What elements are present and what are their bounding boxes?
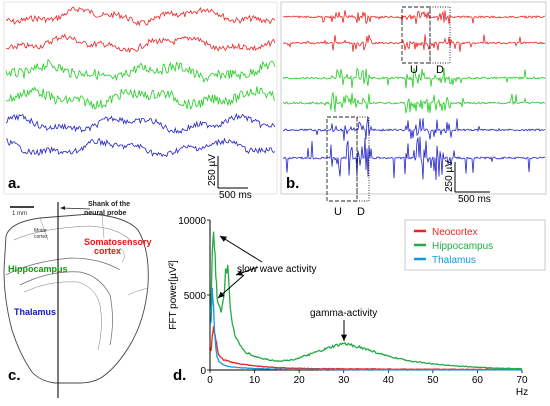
slow-wave-annotation: slow wave activity	[237, 264, 316, 275]
panel-b-down-box-top	[429, 6, 451, 64]
hippocampus-label: Hippocampus	[8, 264, 68, 274]
motor-cortex-border	[39, 217, 49, 241]
x-tick-label: 60	[472, 375, 484, 386]
panel-b-amp-scale-label: 250 µV	[444, 160, 455, 192]
somatosensory-label-1: Somatosensory	[84, 237, 152, 247]
panel-b-letter: b.	[286, 175, 299, 192]
fft-chart: 0 10 20 30 40 50 60 70 0 5000 10000 Hz FFT power[µV²…	[168, 216, 528, 398]
trace-a-4	[5, 86, 276, 111]
trace-a-2	[5, 33, 276, 54]
trace-a-6	[6, 137, 276, 158]
motor-cortex-label-2: cortex	[34, 234, 48, 240]
x-tick-label: 0	[207, 375, 213, 386]
hippocampus-curve	[19, 271, 113, 346]
legend-label-hippocampus: Hippocampus	[432, 241, 493, 252]
probe-label-arrow	[61, 207, 91, 210]
panel-b-down-label-top: D	[436, 64, 444, 76]
trace-b-1	[282, 10, 546, 25]
series-line-neocortex	[210, 326, 523, 371]
panel-b-down-label-bottom: D	[357, 206, 365, 218]
trace-a-1	[5, 6, 276, 27]
panel-a-time-scale-label: 500 ms	[219, 190, 252, 201]
series-line-hippocampus	[210, 231, 522, 370]
panel-b: U D U D b. 250 µV 500 ms	[280, 1, 547, 218]
panel-d: 0 10 20 30 40 50 60 70 0 5000 10000 Hz FFT power[µV²…	[168, 216, 546, 398]
somatosensory-border	[101, 214, 105, 239]
gamma-arrow-head	[341, 334, 347, 341]
panel-b-up-label-top: U	[410, 64, 418, 76]
cortex-inner-boundary	[13, 225, 131, 241]
trace-b-4	[282, 92, 546, 114]
brain-section-outline	[3, 213, 149, 384]
slow-wave-arrow-1	[219, 235, 263, 263]
chart-legend: Neocortex Hippocampus Thalamus	[404, 219, 546, 271]
panel-a-traces	[5, 6, 276, 158]
trace-a-3	[5, 58, 276, 84]
small-structure	[119, 247, 125, 263]
x-tick-label: 50	[427, 375, 439, 386]
motor-cortex-label-1: Motor	[34, 228, 47, 234]
hippocampus-inner-curve	[23, 281, 102, 351]
series-line-thalamus	[210, 287, 523, 371]
slow-wave-arrow-3-head	[218, 291, 225, 298]
slow-wave-arrow-1-head	[220, 236, 227, 242]
panel-c: 1 mm Shank of the neural probe Motor cor…	[3, 201, 152, 398]
x-tick-label: 70	[516, 375, 528, 386]
panel-b-frame	[280, 1, 547, 195]
panel-b-down-box-bottom	[356, 116, 370, 202]
panel-b-up-label-bottom: U	[334, 206, 342, 218]
y-tick-label: 10000	[178, 216, 206, 227]
trace-b-2	[282, 34, 546, 53]
panel-a-amp-scale-label: 250 µV	[207, 154, 218, 186]
probe-label-line1: Shank of the	[88, 201, 130, 208]
probe-label-arrowhead	[60, 206, 65, 210]
panel-c-letter: c.	[8, 367, 21, 384]
y-tick-label: 0	[200, 366, 206, 377]
panel-a: a. 250 µV 500 ms	[3, 1, 278, 201]
trace-b-3	[282, 67, 546, 89]
legend-box	[404, 219, 546, 271]
x-tick-label: 20	[294, 375, 306, 386]
hippocampus-boundary	[5, 257, 121, 276]
trace-a-5	[5, 112, 276, 134]
legend-label-neocortex: Neocortex	[432, 227, 478, 238]
thalamus-label: Thalamus	[14, 307, 56, 317]
y-tick-label: 5000	[184, 291, 207, 302]
y-axis-label: FFT power[µV²]	[168, 260, 179, 330]
panel-d-letter: d.	[173, 367, 186, 384]
legend-items: Neocortex Hippocampus Thalamus	[414, 227, 493, 266]
x-axis-label: Hz	[516, 387, 528, 398]
slow-wave-arrow-2-head	[236, 270, 243, 276]
gamma-annotation: gamma-activity	[310, 308, 377, 319]
panel-b-time-scale-label: 500 ms	[458, 194, 491, 205]
annotation-arrows	[217, 235, 347, 341]
somatosensory-label-2: cortex	[94, 246, 121, 256]
x-tick-label: 10	[249, 375, 261, 386]
legend-label-thalamus: Thalamus	[432, 255, 476, 266]
panel-a-letter: a.	[8, 175, 21, 192]
probe-label-line2: neural probe	[84, 210, 127, 217]
x-tick-label: 40	[383, 375, 395, 386]
trace-b-5	[282, 117, 546, 141]
panel-b-up-box-top	[401, 6, 431, 64]
lateral-border	[127, 287, 149, 296]
panel-c-scale-label: 1 mm	[12, 211, 27, 217]
panel-a-frame	[3, 1, 278, 195]
x-tick-label: 30	[338, 375, 350, 386]
